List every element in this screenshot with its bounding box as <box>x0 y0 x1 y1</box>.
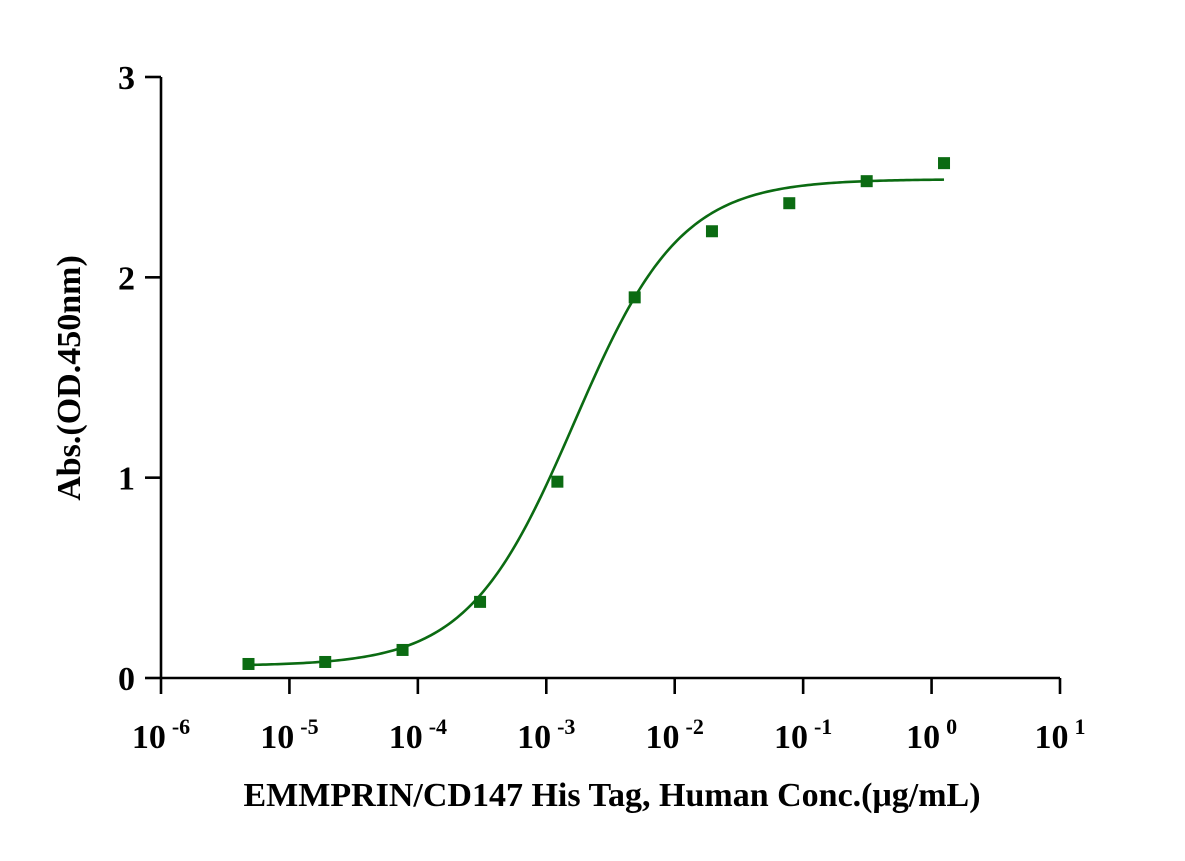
data-points <box>242 157 951 670</box>
x-tick-label: 10 1 <box>1035 714 1086 756</box>
data-point <box>860 175 873 188</box>
data-point <box>938 157 951 170</box>
y-ticks: 0 1 2 3 <box>118 60 161 698</box>
data-point <box>319 655 332 668</box>
x-tick-label: 10 -3 <box>517 714 575 756</box>
data-point <box>396 643 409 656</box>
x-tick-label: 10 -1 <box>774 714 832 756</box>
x-tick-label: 10 0 <box>906 714 957 756</box>
data-point <box>474 595 487 608</box>
x-tick-label: 10 -2 <box>646 714 704 756</box>
x-axis-title: EMMPRIN/CD147 His Tag, Human Conc.(μg/mL… <box>243 777 980 814</box>
data-point <box>551 475 564 488</box>
axes <box>159 77 1060 680</box>
y-tick-label: 1 <box>118 461 135 498</box>
y-axis-title: Abs.(OD.450nm) <box>51 255 88 501</box>
y-tick-label: 0 <box>118 661 135 698</box>
data-point <box>705 225 718 238</box>
x-tick-label: 10 -5 <box>260 714 318 756</box>
y-tick-label: 3 <box>118 60 135 97</box>
x-ticks: 10 -6 10 -5 10 -4 10 -3 10 -2 10 -1 10 0 10 1 <box>132 678 1086 756</box>
data-point <box>628 291 641 304</box>
data-point <box>242 657 255 670</box>
x-tick-label: 10 -6 <box>132 714 190 756</box>
fit-curve <box>248 178 945 667</box>
data-point <box>783 197 796 210</box>
y-tick-label: 2 <box>118 260 135 297</box>
x-tick-label: 10 -4 <box>389 714 447 756</box>
